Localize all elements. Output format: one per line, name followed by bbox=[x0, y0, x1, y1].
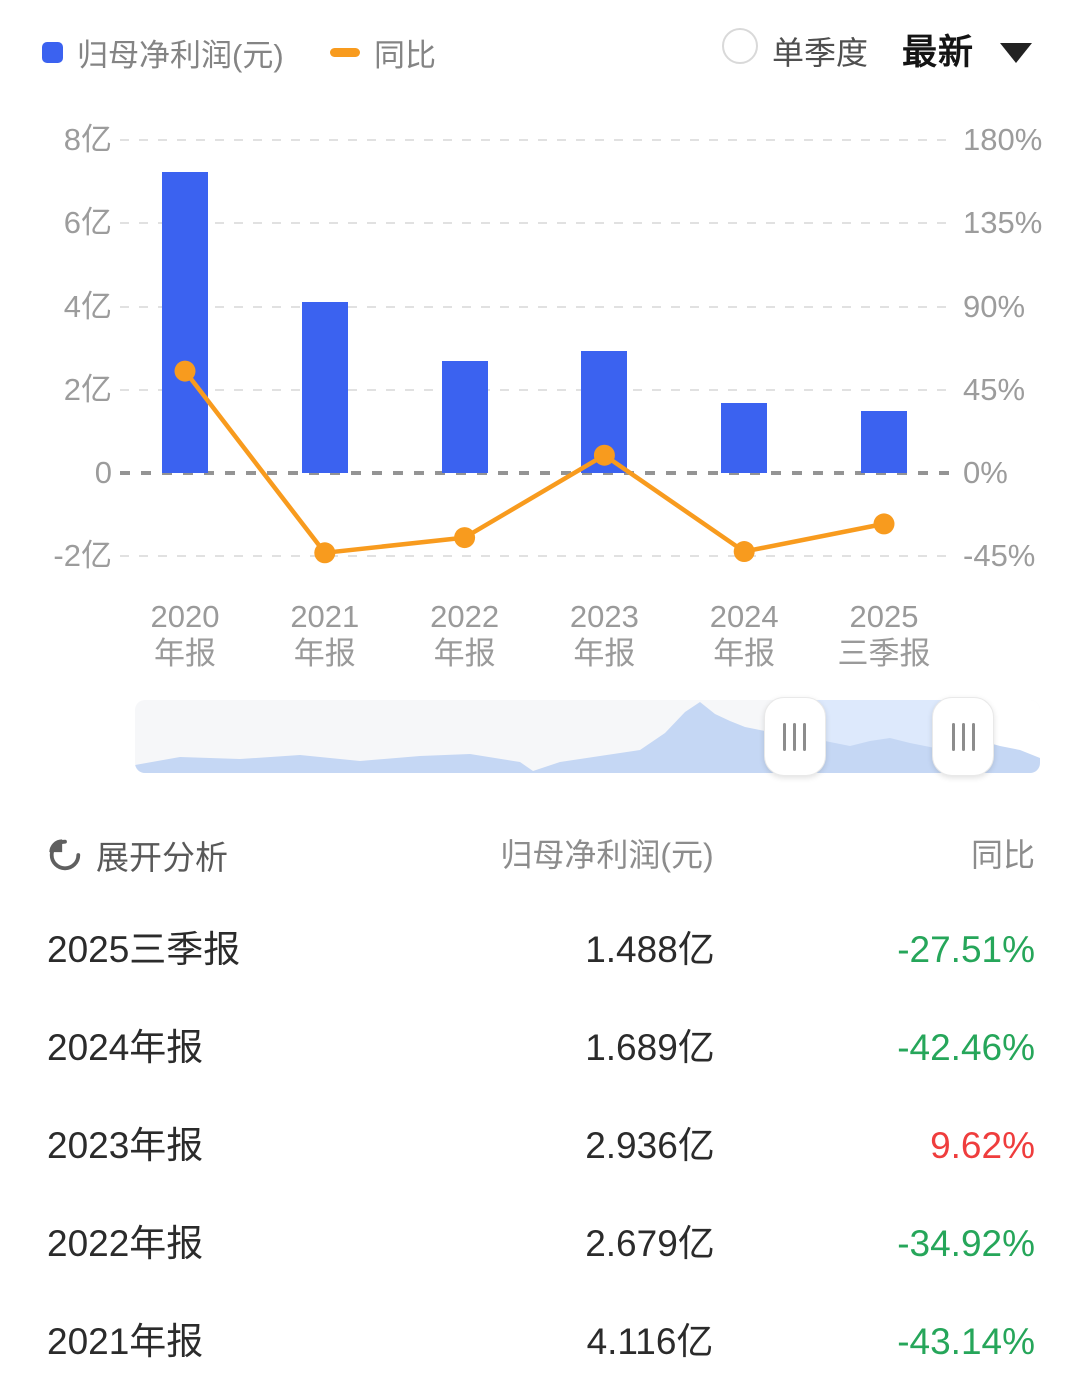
chart-range-navigator[interactable] bbox=[135, 697, 1040, 776]
legend-bar: 归母净利润(元) 同比 单季度 最新 bbox=[0, 20, 1080, 76]
report-latest-dropdown[interactable]: 最新 bbox=[902, 24, 1033, 75]
row-profit-value: 1.689亿 bbox=[585, 1027, 715, 1068]
yoy-point-2022年报 bbox=[454, 527, 476, 549]
profit-bar-2024年报[interactable] bbox=[721, 402, 768, 473]
row-period: 2021年报 bbox=[47, 1321, 204, 1362]
gridline bbox=[120, 305, 955, 308]
row-yoy-value: -34.92% bbox=[897, 1223, 1035, 1264]
line-series-label: 同比 bbox=[374, 38, 436, 73]
row-period: 2024年报 bbox=[47, 1027, 204, 1068]
y-axis-right-tick: 45% bbox=[963, 371, 1026, 407]
row-period: 2023年报 bbox=[47, 1125, 204, 1166]
profit-bar-2022年报[interactable] bbox=[441, 361, 488, 473]
expand-analysis-label: 展开分析 bbox=[96, 839, 228, 876]
chevron-down-icon bbox=[1000, 42, 1033, 63]
profit-bar-2023年报[interactable] bbox=[581, 350, 628, 473]
row-yoy-value: 9.62% bbox=[930, 1125, 1035, 1166]
x-axis-label: 2023 年报 bbox=[569, 599, 639, 671]
legend-item-yoy: 同比 bbox=[330, 30, 436, 75]
bar-series-swatch-icon bbox=[42, 42, 63, 63]
table-row-2021年报: 2021年报 4.116亿 -43.14% bbox=[0, 1295, 1080, 1386]
yoy-point-2024年报 bbox=[733, 541, 755, 563]
y-axis-left-tick: 2亿 bbox=[63, 371, 112, 407]
profit-bar-2025三季报[interactable] bbox=[861, 411, 907, 473]
row-profit-value: 2.679亿 bbox=[585, 1223, 715, 1264]
bar-series-label: 归母净利润(元) bbox=[77, 38, 284, 73]
y-axis-left-tick: 6亿 bbox=[63, 205, 112, 241]
x-axis-label: 2021 年报 bbox=[290, 599, 360, 671]
single-quarter-label[interactable]: 单季度 bbox=[772, 35, 869, 71]
row-profit-value: 2.936亿 bbox=[585, 1125, 715, 1166]
navigator-sparkline bbox=[135, 702, 1040, 773]
row-profit-value: 4.116亿 bbox=[586, 1321, 714, 1362]
navigator-left-handle-icon[interactable] bbox=[763, 697, 826, 776]
gridline bbox=[120, 222, 955, 225]
y-axis-right-tick: 180% bbox=[963, 122, 1043, 157]
y-axis-right-tick: 90% bbox=[963, 288, 1026, 324]
row-period: 2025三季报 bbox=[47, 929, 241, 970]
column-header-yoy: 同比 bbox=[970, 837, 1035, 873]
yoy-point-2025三季报 bbox=[873, 513, 895, 535]
table-row-2022年报: 2022年报 2.679亿 -34.92% bbox=[0, 1197, 1080, 1291]
dropdown-selected-value: 最新 bbox=[902, 33, 975, 72]
table-row-2025三季报: 2025三季报 1.488亿 -27.51% bbox=[0, 903, 1080, 997]
gridline bbox=[120, 388, 955, 391]
x-axis-label: 2020 年报 bbox=[150, 599, 220, 671]
row-period: 2022年报 bbox=[47, 1223, 204, 1264]
gridline bbox=[120, 555, 955, 558]
profit-bar-2021年报[interactable] bbox=[301, 301, 348, 473]
y-axis-left-tick: 4亿 bbox=[63, 288, 112, 324]
single-quarter-radio[interactable] bbox=[722, 28, 758, 64]
y-axis-left-tick: 0 bbox=[94, 455, 112, 490]
table-header: 展开分析 归母净利润(元) 同比 bbox=[0, 822, 1080, 888]
x-axis-label: 2022 年报 bbox=[430, 599, 500, 671]
yoy-point-2021年报 bbox=[314, 542, 336, 564]
row-profit-value: 1.488亿 bbox=[585, 929, 715, 970]
y-axis-left-tick: 8亿 bbox=[63, 122, 112, 157]
expand-analysis-button[interactable]: 展开分析 bbox=[46, 822, 228, 888]
profit-bar-2020年报[interactable] bbox=[162, 171, 208, 473]
line-series-swatch-icon bbox=[330, 48, 360, 57]
navigator-track[interactable] bbox=[135, 700, 1040, 773]
y-axis-right-tick: 135% bbox=[963, 205, 1043, 241]
y-axis-left-tick: -2亿 bbox=[53, 538, 112, 574]
y-axis-right-tick: -45% bbox=[963, 538, 1036, 574]
x-axis-label: 2025 三季报 bbox=[837, 599, 931, 671]
y-axis-right-tick: 0% bbox=[963, 455, 1008, 490]
column-header-profit: 归母净利润(元) bbox=[500, 837, 714, 873]
row-yoy-value: -42.46% bbox=[897, 1027, 1035, 1068]
pie-chart-icon bbox=[49, 839, 81, 871]
table-row-2023年报: 2023年报 2.936亿 9.62% bbox=[0, 1099, 1080, 1193]
navigator-right-handle-icon[interactable] bbox=[932, 697, 995, 776]
gridline bbox=[120, 139, 955, 141]
legend-item-profit: 归母净利润(元) bbox=[42, 30, 284, 75]
x-axis-label: 2024 年报 bbox=[709, 599, 779, 671]
table-row-2024年报: 2024年报 1.689亿 -42.46% bbox=[0, 1001, 1080, 1095]
row-yoy-value: -27.51% bbox=[897, 929, 1035, 970]
zero-gridline bbox=[120, 471, 955, 475]
row-yoy-value: -43.14% bbox=[897, 1321, 1035, 1362]
